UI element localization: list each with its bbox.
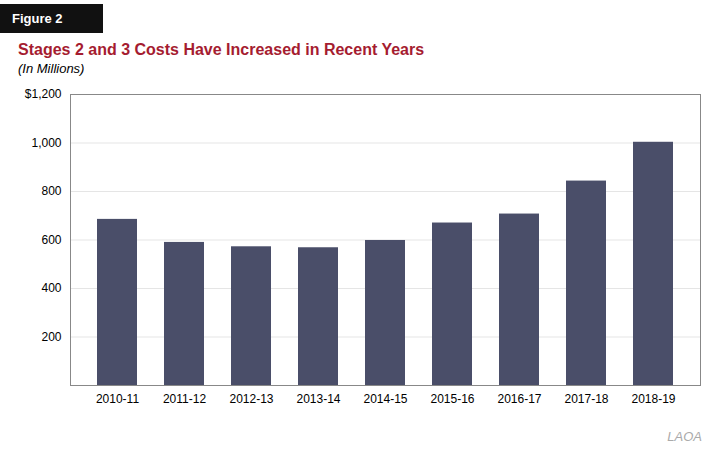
svg-text:2015-16: 2015-16 xyxy=(430,392,474,406)
svg-text:2016-17: 2016-17 xyxy=(497,392,541,406)
svg-text:2010-11: 2010-11 xyxy=(96,392,139,406)
html-text:Stages 2 and 3 Costs Have Incr: Stages 2 and 3 Costs Have Increased in R… xyxy=(18,41,425,58)
svg-text:2014-15: 2014-15 xyxy=(363,392,407,406)
html-text:LAOA: LAOA xyxy=(667,429,702,444)
html-text:(In Millions): (In Millions) xyxy=(18,61,85,76)
svg-text:400: 400 xyxy=(41,281,61,295)
svg-text:2011-12: 2011-12 xyxy=(163,392,206,406)
svg-text:800: 800 xyxy=(41,184,61,198)
html-text:Figure 2: Figure 2 xyxy=(12,11,63,26)
svg-text:2017-18: 2017-18 xyxy=(564,392,608,406)
svg-text:2012-13: 2012-13 xyxy=(229,392,273,406)
svg-text:$1,200: $1,200 xyxy=(25,87,62,101)
svg-text:2018-19: 2018-19 xyxy=(631,392,675,406)
svg-text:2013-14: 2013-14 xyxy=(296,392,340,406)
svg-text:200: 200 xyxy=(41,330,61,344)
svg-text:1,000: 1,000 xyxy=(31,136,61,150)
svg-text:600: 600 xyxy=(41,233,61,247)
